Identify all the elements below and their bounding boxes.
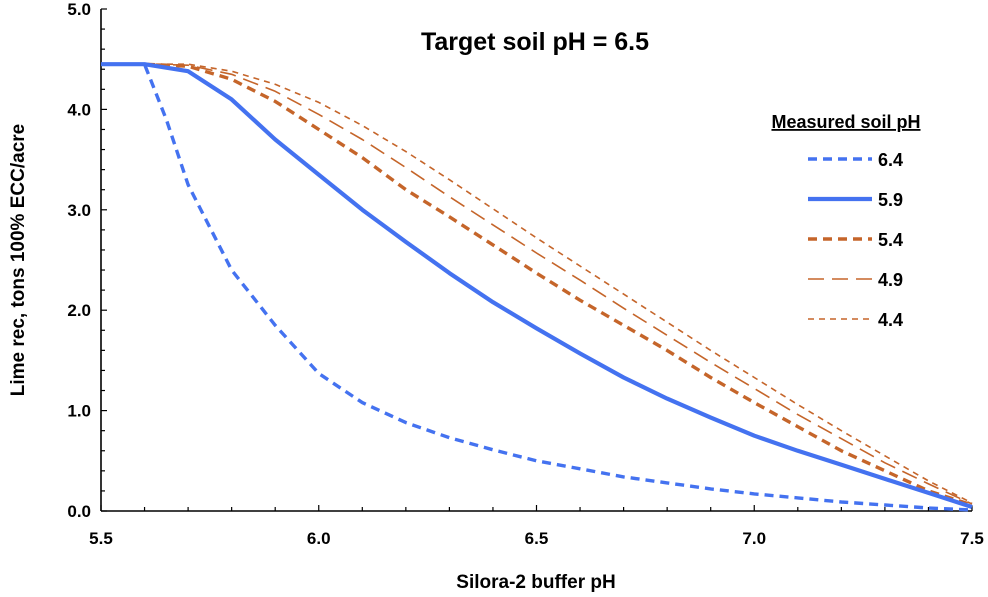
legend-label: 4.4 [878,310,903,330]
series-line-5-9 [101,62,973,509]
y-tick-label: 1.0 [67,402,91,421]
series-line-4-4 [101,63,973,504]
y-ticks: 0.0 1.0 2.0 3.0 4.0 5.0 [67,0,107,521]
legend-label: 5.4 [878,230,903,250]
y-tick-label: 0.0 [67,502,91,521]
x-tick-label: 6.0 [307,529,331,548]
y-tick-label: 3.0 [67,201,91,220]
legend-label: 4.9 [878,270,903,290]
y-axis-title: Lime rec, tons 100% ECC/acre [8,124,29,396]
legend-label: 6.4 [878,150,903,170]
legend-label: 5.9 [878,190,903,210]
x-axis-title: Silora-2 buffer pH [456,572,615,593]
chart-title: Target soil pH = 6.5 [421,28,649,56]
x-tick-label: 7.5 [960,529,984,548]
y-tick-label: 5.0 [67,0,91,19]
legend: Measured soil pH 6.4 5.9 5.4 4.9 4.4 [771,112,920,330]
series-line-4-9 [101,63,973,505]
legend-title: Measured soil pH [771,112,920,132]
series-layer [101,62,973,512]
x-tick-label: 5.5 [89,529,113,548]
x-tick-label: 6.5 [525,529,549,548]
y-tick-label: 4.0 [67,100,91,119]
x-tick-label: 7.0 [742,529,766,548]
axes [100,9,972,512]
series-line-6-4 [101,62,973,512]
x-ticks: 5.5 6.0 6.5 7.0 7.5 [89,505,984,548]
series-line-5-4 [101,62,973,507]
y-tick-label: 2.0 [67,301,91,320]
legend-items: 6.4 5.9 5.4 4.9 4.4 [808,150,903,330]
